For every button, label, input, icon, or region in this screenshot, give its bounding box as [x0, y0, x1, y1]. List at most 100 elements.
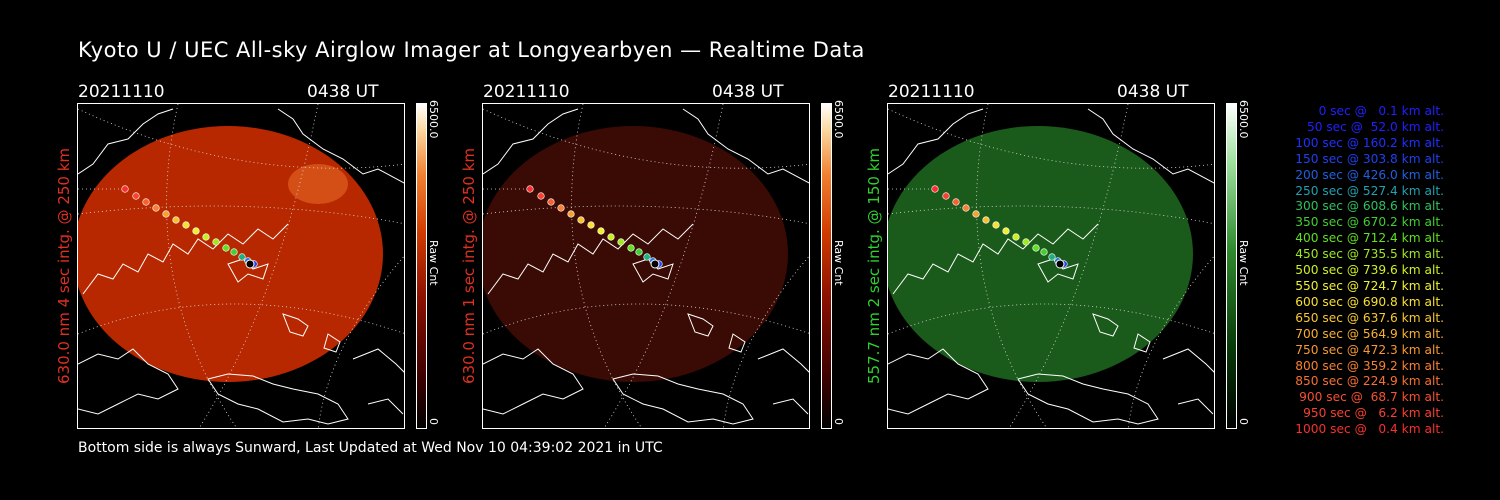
panel-1-date: 20211110 [78, 82, 165, 102]
panel-2-date: 20211110 [483, 82, 570, 102]
legend-entry: 950 sec @ 6.2 km alt. [1303, 406, 1444, 421]
trajectory-point [982, 216, 990, 224]
trajectory-point [142, 198, 150, 206]
legend-entry: 50 sec @ 52.0 km alt. [1306, 119, 1444, 134]
coastline [888, 108, 1214, 425]
panel-3-colorbar-min: 0 [1237, 418, 1250, 425]
trajectory-point [192, 227, 200, 235]
legend-entry: 200 sec @ 426.0 km alt. [1295, 167, 1444, 182]
trajectory-point [238, 253, 246, 261]
trajectory-time-altitude-legend: 0 sec @ 0.1 km alt. 50 sec @ 52.0 km alt.… [1270, 104, 1444, 438]
lat-lon-grid [888, 104, 1214, 428]
panel-1-image [77, 103, 405, 429]
legend-entry: 900 sec @ 68.7 km alt. [1299, 390, 1444, 405]
panel-3-date: 20211110 [888, 82, 975, 102]
panel-1-colorbar-unit: Raw Cnt [427, 240, 440, 286]
panel-3-colorbar [1226, 103, 1237, 429]
trajectory-point [577, 216, 585, 224]
trajectory-point [222, 244, 230, 252]
trajectory-point [537, 192, 545, 200]
trajectory-point [617, 238, 625, 246]
legend-entry: 400 sec @ 712.4 km alt. [1295, 231, 1444, 246]
panel-1-time: 0438 UT [307, 82, 379, 102]
legend-entry: 600 sec @ 690.8 km alt. [1295, 294, 1444, 309]
trajectory-end-marker [650, 259, 660, 269]
legend-entry: 700 sec @ 564.9 km alt. [1295, 326, 1444, 341]
legend-entry: 300 sec @ 608.6 km alt. [1295, 199, 1444, 214]
trajectory-point [567, 210, 575, 218]
legend-entry: 800 sec @ 359.2 km alt. [1295, 358, 1444, 373]
trajectory-point [931, 185, 939, 193]
panel-1-colorbar-min: 0 [427, 418, 440, 425]
trajectory-point [1002, 227, 1010, 235]
trajectory-point [627, 244, 635, 252]
trajectory-point [202, 233, 210, 241]
panel-2-colorbar-min: 0 [832, 418, 845, 425]
panel-1-colorbar-max: 6500.0 [427, 100, 440, 139]
trajectory-point [162, 210, 170, 218]
trajectory-point [992, 221, 1000, 229]
trajectory-point [587, 221, 595, 229]
trajectory-point [547, 198, 555, 206]
trajectory-point [557, 204, 565, 212]
trajectory-point [152, 204, 160, 212]
allsky-image [78, 126, 383, 382]
legend-entry: 750 sec @ 472.3 km alt. [1295, 342, 1444, 357]
trajectory-point [212, 238, 220, 246]
panel-2-time: 0438 UT [712, 82, 784, 102]
panel-2-colorbar-max: 6500.0 [832, 100, 845, 139]
trajectory-point [132, 192, 140, 200]
trajectory-point [942, 192, 950, 200]
panel-2-colorbar-unit: Raw Cnt [832, 240, 845, 286]
trajectory-point [526, 185, 534, 193]
trajectory-point [230, 248, 238, 256]
legend-entry: 0 sec @ 0.1 km alt. [1318, 104, 1444, 118]
legend-entry: 250 sec @ 527.4 km alt. [1295, 183, 1444, 198]
panel-3-wavelength-label: 557.7 nm 2 sec intg. @ 150 km [865, 147, 883, 385]
legend-entry: 350 sec @ 670.2 km alt. [1295, 215, 1444, 230]
allsky-image [888, 126, 1193, 382]
lat-lon-grid [483, 104, 809, 428]
legend-entry: 450 sec @ 735.5 km alt. [1295, 247, 1444, 262]
footer-update-note: Bottom side is always Sunward, Last Upda… [78, 440, 663, 456]
panel-3-time: 0438 UT [1117, 82, 1189, 102]
trajectory-point [972, 210, 980, 218]
trajectory-point [172, 216, 180, 224]
legend-entry: 550 sec @ 724.7 km alt. [1295, 278, 1444, 293]
panel-2-image [482, 103, 810, 429]
trajectory-point [1048, 253, 1056, 261]
allsky-map [483, 104, 809, 428]
legend-entry: 850 sec @ 224.9 km alt. [1295, 374, 1444, 389]
allsky-map [78, 104, 404, 428]
trajectory-point [1040, 248, 1048, 256]
trajectory-point [1032, 244, 1040, 252]
trajectory-point [121, 185, 129, 193]
lat-lon-grid [78, 104, 404, 428]
trajectory-end-marker [1055, 259, 1065, 269]
trajectory-point [635, 248, 643, 256]
panel-3-colorbar-unit: Raw Cnt [1237, 240, 1250, 286]
panel-2-colorbar [821, 103, 832, 429]
trajectory-point [607, 233, 615, 241]
legend-entry: 100 sec @ 160.2 km alt. [1295, 135, 1444, 150]
allsky-image [483, 126, 788, 382]
panel-1-wavelength-label: 630.0 nm 4 sec intg. @ 250 km [55, 147, 73, 385]
trajectory-point [643, 253, 651, 261]
legend-entry: 500 sec @ 739.6 km alt. [1295, 263, 1444, 278]
trajectory-point [597, 227, 605, 235]
coastline [78, 108, 404, 425]
panel-3-colorbar-max: 6500.0 [1237, 100, 1250, 139]
trajectory-point [1022, 238, 1030, 246]
legend-entry: 150 sec @ 303.8 km alt. [1295, 151, 1444, 166]
trajectory-end-marker [245, 259, 255, 269]
trajectory-point [1012, 233, 1020, 241]
legend-entry: 1000 sec @ 0.4 km alt. [1295, 422, 1444, 437]
panel-3-image [887, 103, 1215, 429]
trajectory-point [182, 221, 190, 229]
airglow-patch [288, 164, 348, 204]
coastline [483, 108, 809, 425]
panel-2-wavelength-label: 630.0 nm 1 sec intg. @ 250 km [460, 147, 478, 385]
page-title: Kyoto U / UEC All-sky Airglow Imager at … [78, 38, 865, 62]
legend-entry: 650 sec @ 637.6 km alt. [1295, 310, 1444, 325]
panel-1-colorbar [416, 103, 427, 429]
